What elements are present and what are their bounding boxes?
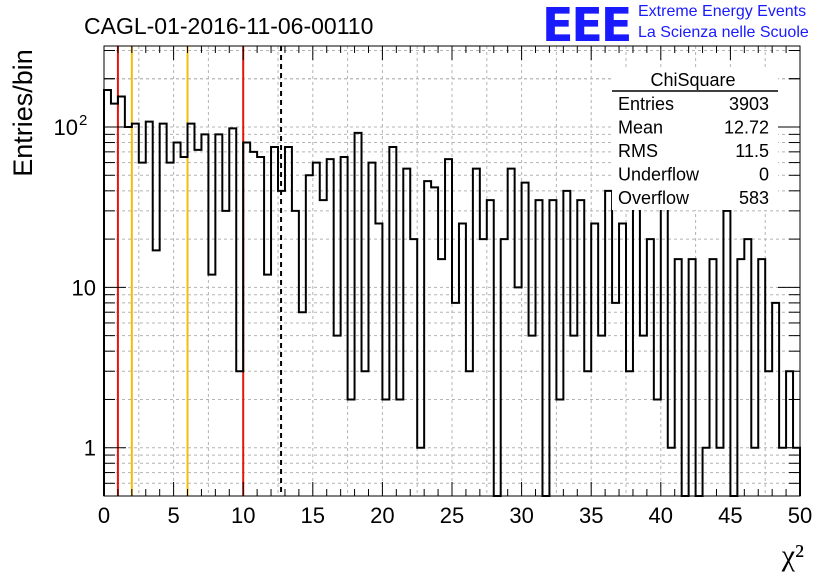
plot-title: CAGL-01-2016-11-06-00110 xyxy=(84,13,373,39)
stats-row-value: 583 xyxy=(739,188,769,208)
y-tick-label: 10 xyxy=(72,275,96,300)
eee-logo-line-2: La Scienza nelle Scuole xyxy=(638,24,809,41)
stats-row-value: 11.5 xyxy=(735,141,769,161)
stats-row-label: Overflow xyxy=(618,188,690,208)
x-tick-label: 30 xyxy=(509,503,533,528)
x-tick-label: 15 xyxy=(301,503,325,528)
x-tick-label: 50 xyxy=(788,503,812,528)
x-axis-label: χ² xyxy=(781,539,804,572)
x-tick-label: 10 xyxy=(231,503,255,528)
stats-row-value: 0 xyxy=(759,165,769,185)
x-tick-label: 0 xyxy=(98,503,110,528)
y-tick-label: 10 xyxy=(54,115,78,140)
stats-row-value: 3903 xyxy=(729,94,769,114)
eee-logo-line-1: Extreme Energy Events xyxy=(638,3,807,20)
reference-lines xyxy=(116,46,283,496)
stats-row-label: Underflow xyxy=(618,165,700,185)
axis-ticks xyxy=(103,46,801,497)
stats-row-value: 12.72 xyxy=(724,118,769,138)
x-tick-label: 20 xyxy=(370,503,394,528)
y-tick-label-exponent: 2 xyxy=(79,112,87,129)
x-tick-labels: 0 5 10 15 20 25 30 35 40 45 50 xyxy=(98,503,812,528)
x-tick-label: 5 xyxy=(167,503,179,528)
x-tick-label: 40 xyxy=(649,503,673,528)
eee-logo-mark: EEE xyxy=(542,0,632,52)
stats-row-label: Mean xyxy=(618,118,663,138)
stats-rows: Entries 3903 Mean 12.72 RMS 11.5 Underflow 0 Ove… xyxy=(618,94,769,208)
stats-title: ChiSquare xyxy=(650,70,735,90)
y-axis-label: Entries/bin xyxy=(8,49,38,177)
x-tick-label: 45 xyxy=(718,503,742,528)
stats-box: ChiSquare Entries 3903 Mean 12.72 RMS 11.5 Und… xyxy=(612,68,778,210)
x-tick-label: 25 xyxy=(440,503,464,528)
stats-row-label: RMS xyxy=(618,141,658,161)
stats-row-label: Entries xyxy=(618,94,674,114)
x-tick-label: 35 xyxy=(579,503,603,528)
y-tick-label: 1 xyxy=(84,436,96,461)
